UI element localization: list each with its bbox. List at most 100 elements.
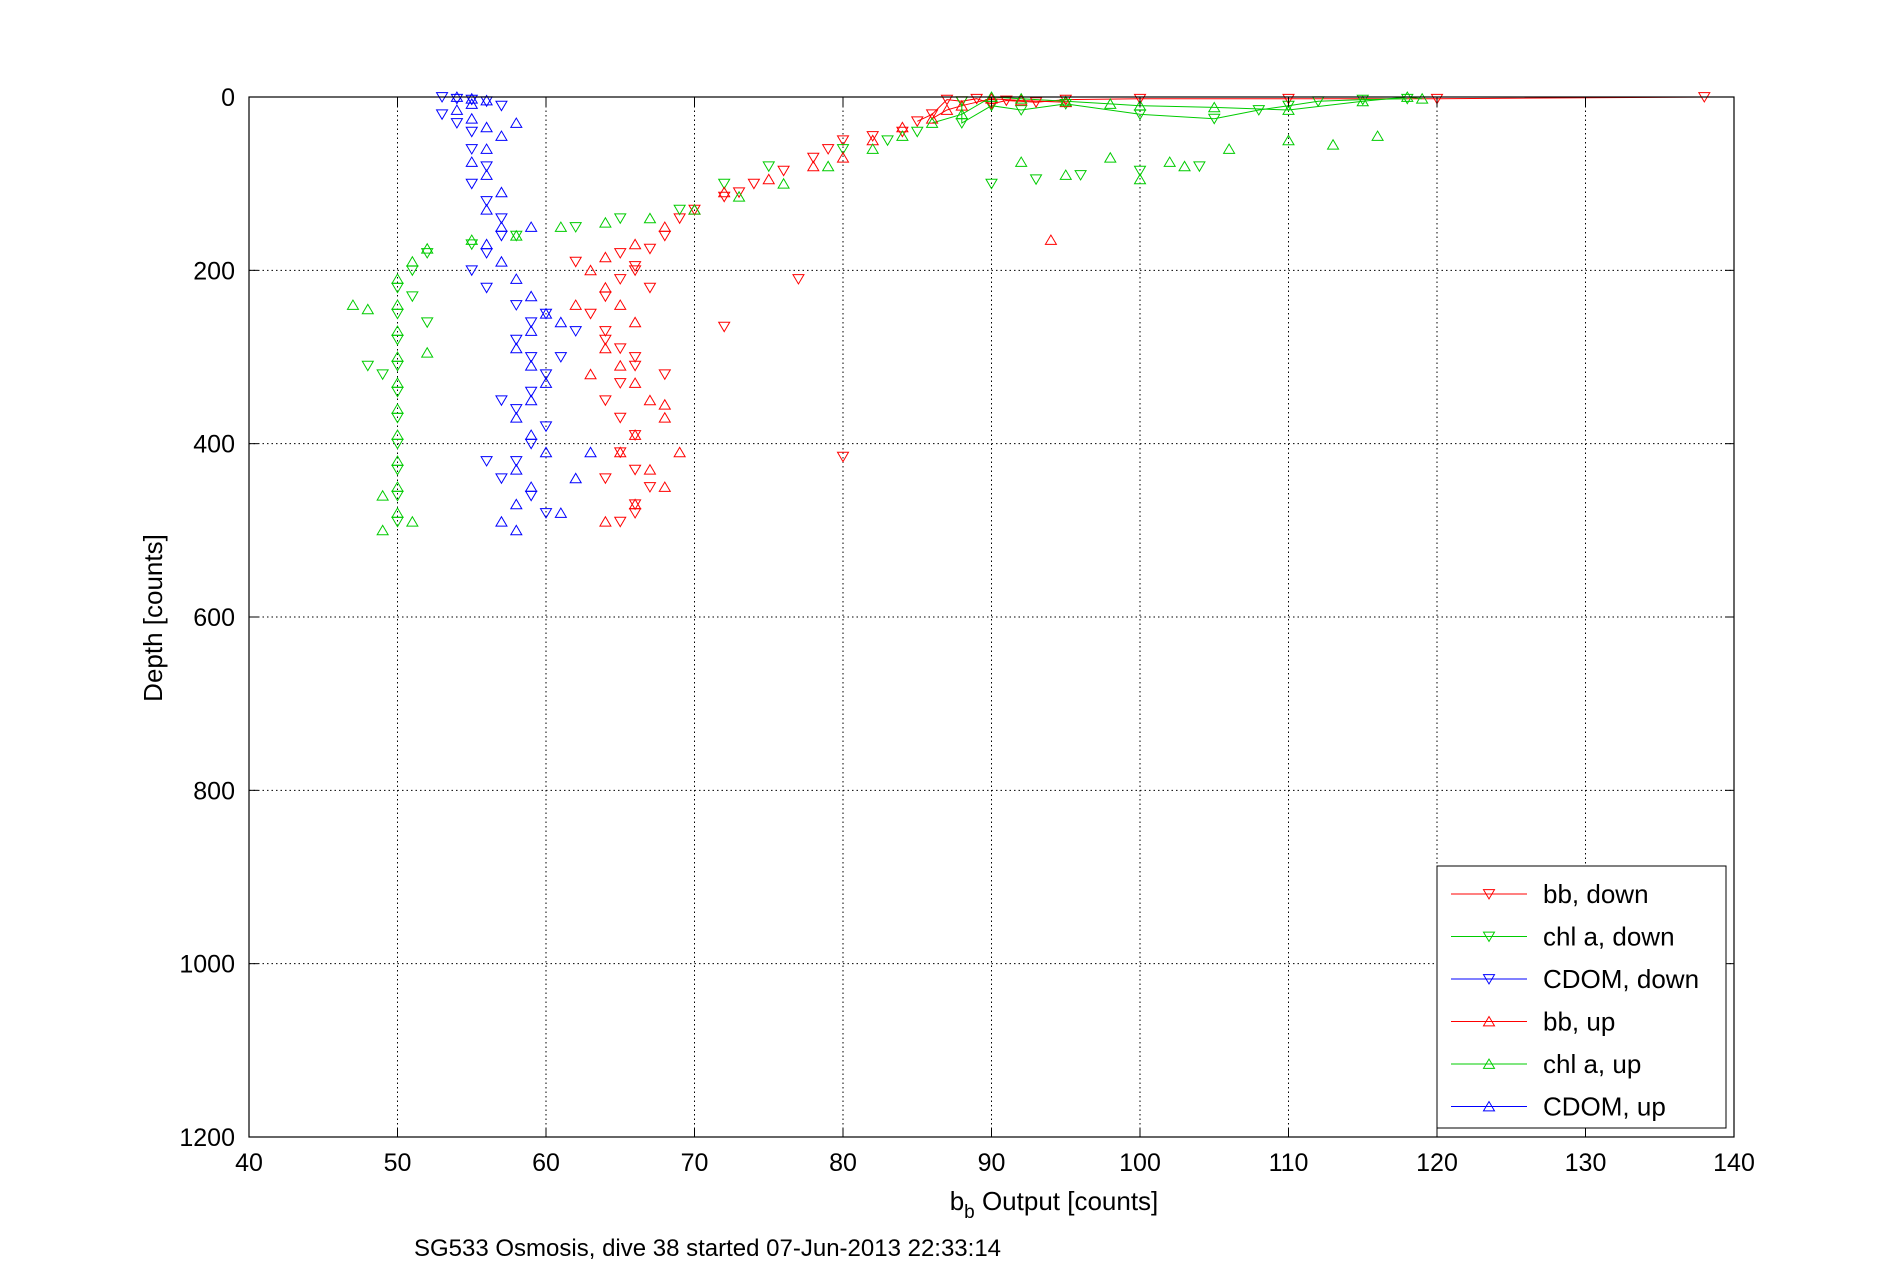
data-point [539,377,553,388]
data-point [762,161,776,173]
data-point [599,326,612,337]
data-point [866,143,880,154]
data-point [1400,93,1414,105]
data-point [420,242,434,254]
data-point [599,251,612,263]
data-point [569,472,583,484]
data-point [628,316,642,328]
data-point [1103,97,1117,109]
data-point [599,515,612,527]
y-tick-label: 400 [193,431,235,459]
x-axis-label-subscript: b [964,1202,975,1223]
data-point [524,290,538,302]
data-point [524,386,538,398]
legend-marker [1482,889,1496,900]
series-markers [346,91,1429,536]
legend: bb, down chl a, down CDOM, down bb, up chl a… [1436,865,1727,1129]
footer-caption: SG533 Osmosis, dive 38 started 07-Jun-20… [414,1235,1001,1262]
series-line [961,98,1408,124]
data-point [376,489,390,501]
legend-label: CDOM, up [1543,1092,1666,1122]
data-point [465,265,479,277]
data-point [628,498,642,510]
data-point [465,92,479,104]
data-point [495,213,508,225]
x-tick-label: 90 [978,1149,1006,1177]
data-point [480,238,493,250]
data-point [539,369,553,381]
legend-label: chl a, down [1543,922,1675,952]
data-point [1356,94,1370,106]
data-point [509,411,523,423]
data-point [1282,104,1295,115]
data-point [925,109,939,121]
x-tick-label: 140 [1713,1149,1755,1177]
data-point [1103,151,1117,163]
data-point [450,104,464,115]
data-point [450,93,464,105]
y-tick-label: 200 [193,257,235,285]
series-markers [569,92,1073,527]
data-point [613,446,627,458]
y-tick-label: 1200 [179,1124,235,1152]
data-point [836,144,850,155]
data-point [391,481,404,492]
data-point [391,507,404,518]
data-point [509,273,523,284]
data-point [1133,165,1147,177]
data-point [1133,93,1147,105]
x-axis-label-rest: Output [counts] [975,1186,1159,1216]
legend-marker [1482,974,1496,985]
data-point [495,130,508,141]
x-tick-label: 60 [532,1149,560,1177]
data-point [1029,97,1043,109]
data-point [628,429,642,440]
data-point [391,325,404,336]
data-point [673,446,687,458]
y-axis-ticks: 0 200 400 600 800 1000 1200 [179,84,1734,1152]
data-point [1059,99,1073,110]
data-point [599,281,612,293]
data-point [405,291,419,303]
data-point [643,394,657,406]
x-tick-label: 100 [1119,1149,1161,1177]
data-point [1430,93,1444,105]
data-point [465,112,479,124]
data-point [509,456,523,467]
data-point [480,94,493,106]
data-point [1133,173,1147,185]
data-point [465,94,479,106]
data-point [569,222,583,233]
data-point [658,221,672,232]
data-point [554,221,568,232]
data-point [1059,169,1073,180]
data-point [524,317,538,329]
data-point [420,317,434,329]
data-point [643,212,657,224]
data-point [628,265,642,277]
data-point [717,321,731,333]
data-point [361,303,375,315]
data-point [643,463,657,475]
data-point [1371,130,1384,141]
data-point [599,395,612,407]
data-point [1356,95,1370,107]
data-point [465,178,479,190]
data-point [1207,113,1221,125]
data-point [717,178,731,190]
data-point [613,213,627,225]
y-tick-label: 800 [193,777,235,805]
data-point [509,524,523,536]
data-point [732,187,746,199]
data-point [495,395,508,407]
data-point [658,481,672,492]
data-point [391,273,404,284]
data-point [717,186,731,198]
data-point [376,524,390,536]
data-point [1207,101,1221,113]
data-point [346,299,360,310]
legend-marker [1482,1100,1496,1112]
data-point [524,394,538,406]
data-point [539,307,553,319]
